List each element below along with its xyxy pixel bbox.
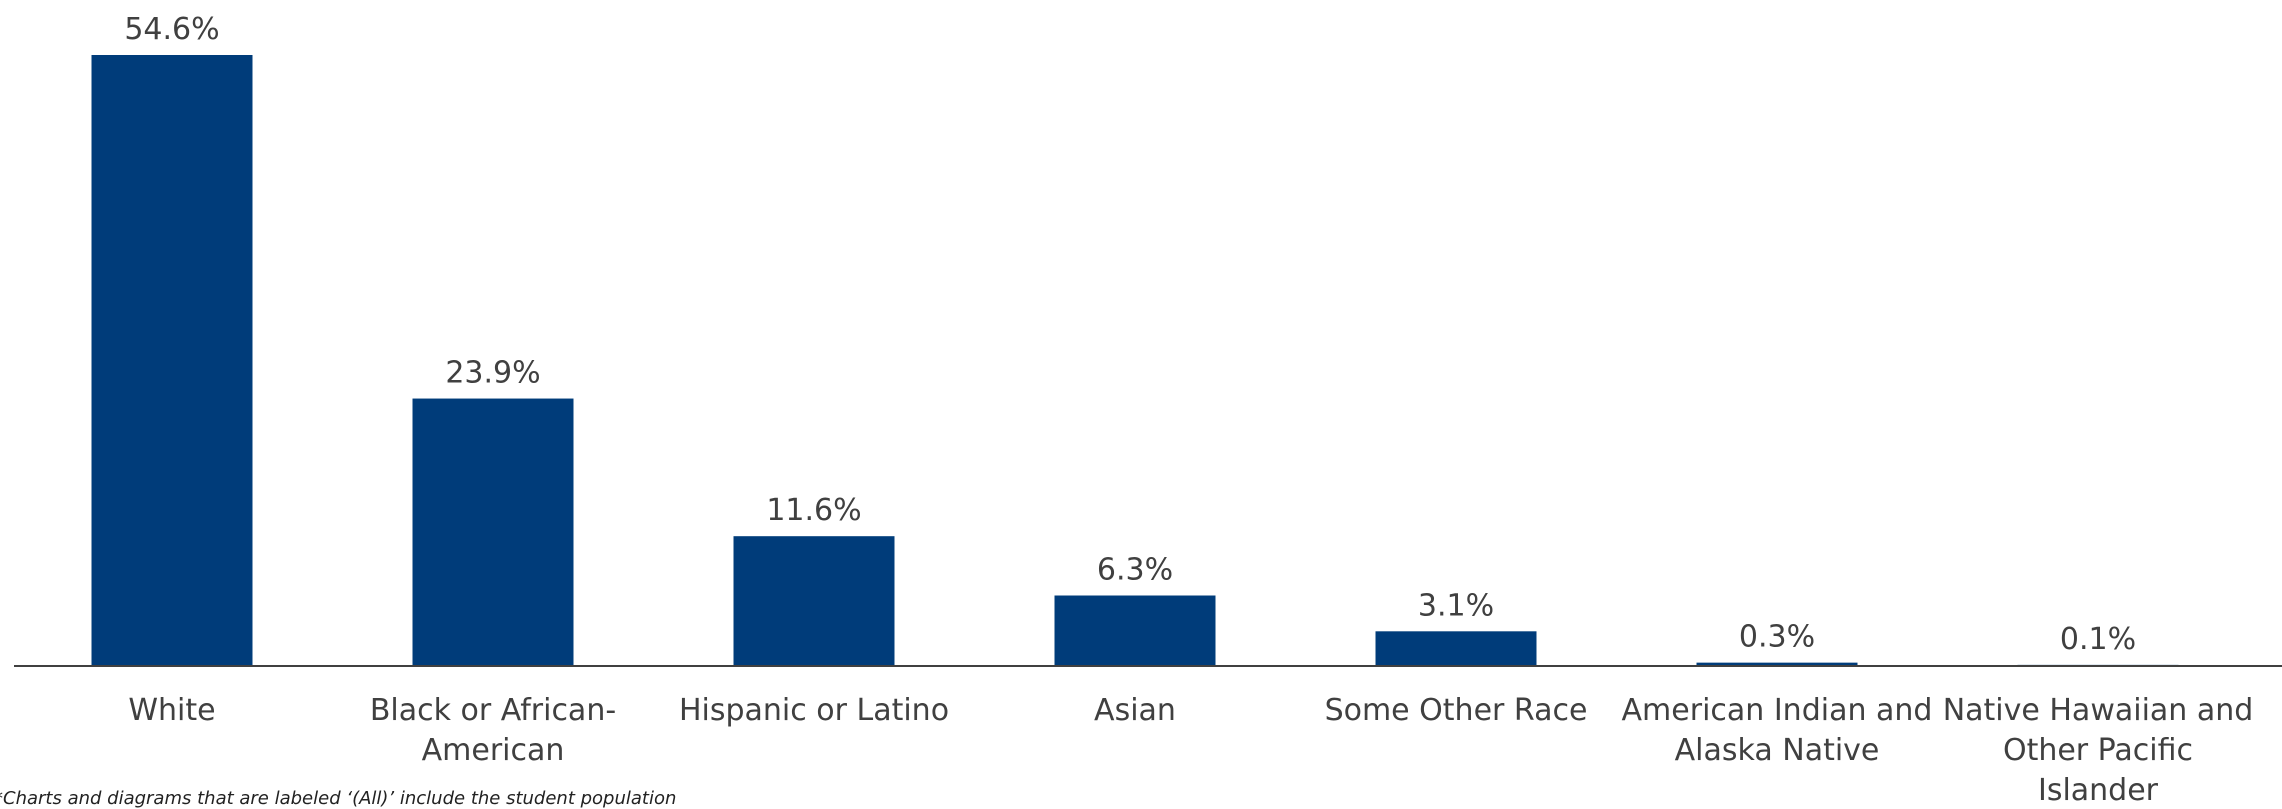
bar	[1054, 595, 1216, 666]
footnote: *Charts and diagrams that are labeled ‘(…	[0, 788, 677, 809]
bar-value-label: 23.9%	[445, 356, 540, 391]
category-label-line: Other Pacific	[2003, 733, 2193, 768]
category-label-line: Asian	[1094, 693, 1176, 728]
category-label: Hispanic or Latino	[679, 693, 949, 728]
bar-value-label: 11.6%	[766, 493, 861, 528]
category-label-line: Black or African-	[370, 693, 616, 728]
category-label-line: Native Hawaiian and	[1943, 693, 2254, 728]
bar-value-label: 0.1%	[2060, 622, 2136, 657]
bar	[733, 536, 895, 666]
category-label-line: American Indian and	[1622, 693, 1933, 728]
category-label: Asian	[1094, 693, 1176, 728]
bar	[91, 55, 253, 666]
category-label: American Indian and Alaska Native	[1622, 693, 1933, 768]
category-label-line: Some Other Race	[1325, 693, 1588, 728]
category-label-group: White Black or African- American Hispanic o…	[128, 693, 2253, 803]
value-label-group: 54.6% 23.9% 11.6% 6.3% 3.1% 0.3% 0.1%	[124, 12, 2136, 657]
bar	[1696, 662, 1858, 666]
bar-value-label: 3.1%	[1418, 588, 1494, 623]
category-label-line: Islander	[2038, 773, 2159, 803]
bar-value-label: 0.3%	[1739, 620, 1815, 655]
category-label-line: American	[422, 733, 565, 768]
category-label: Black or African- American	[370, 693, 616, 768]
bar-group	[91, 55, 2179, 666]
bar	[1375, 631, 1537, 666]
category-label-line: Alaska Native	[1675, 733, 1880, 768]
category-label: Some Other Race	[1325, 693, 1588, 728]
category-label: White	[128, 693, 215, 728]
category-label: Native Hawaiian and Other Pacific Islander	[1943, 693, 2254, 803]
bar	[412, 398, 574, 666]
category-label-line: White	[128, 693, 215, 728]
bar-value-label: 6.3%	[1097, 553, 1173, 588]
category-label-line: Hispanic or Latino	[679, 693, 949, 728]
bar-value-label: 54.6%	[124, 12, 219, 47]
